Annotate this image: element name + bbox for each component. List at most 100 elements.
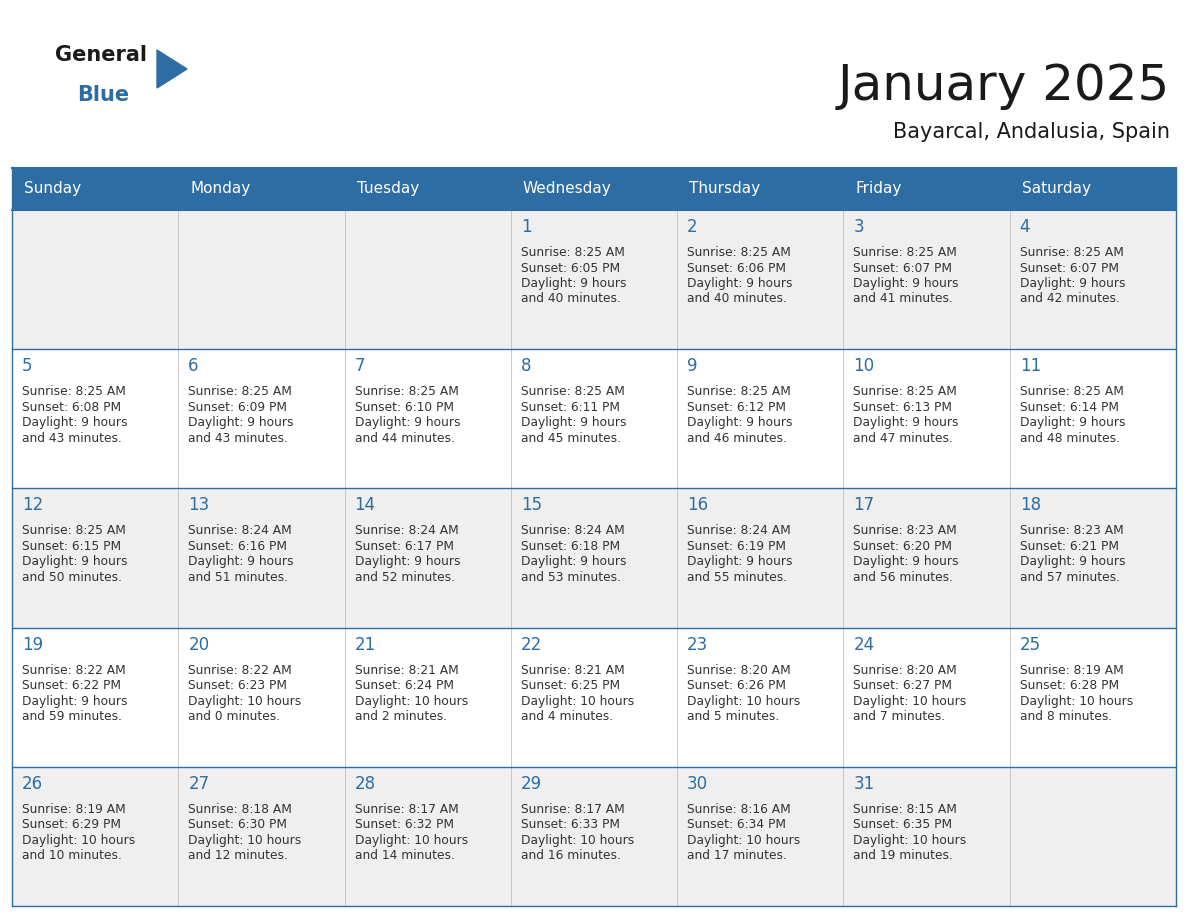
Text: Sunset: 6:08 PM: Sunset: 6:08 PM bbox=[23, 400, 121, 414]
Text: Sunset: 6:30 PM: Sunset: 6:30 PM bbox=[188, 818, 287, 832]
Text: Daylight: 9 hours: Daylight: 9 hours bbox=[687, 277, 792, 290]
Text: Blue: Blue bbox=[77, 85, 129, 105]
Text: Sunset: 6:33 PM: Sunset: 6:33 PM bbox=[520, 818, 620, 832]
Text: Sunset: 6:25 PM: Sunset: 6:25 PM bbox=[520, 679, 620, 692]
Text: Sunset: 6:24 PM: Sunset: 6:24 PM bbox=[354, 679, 454, 692]
Text: Sunrise: 8:25 AM: Sunrise: 8:25 AM bbox=[1019, 386, 1124, 398]
Text: Sunset: 6:23 PM: Sunset: 6:23 PM bbox=[188, 679, 287, 692]
Text: Sunrise: 8:25 AM: Sunrise: 8:25 AM bbox=[188, 386, 292, 398]
Text: Tuesday: Tuesday bbox=[356, 182, 419, 196]
Text: Daylight: 9 hours: Daylight: 9 hours bbox=[853, 555, 959, 568]
Text: Daylight: 10 hours: Daylight: 10 hours bbox=[520, 834, 634, 846]
Text: Sunrise: 8:24 AM: Sunrise: 8:24 AM bbox=[188, 524, 292, 537]
Text: and 7 minutes.: and 7 minutes. bbox=[853, 711, 946, 723]
Text: 5: 5 bbox=[23, 357, 32, 375]
Text: Daylight: 10 hours: Daylight: 10 hours bbox=[853, 834, 967, 846]
Text: Sunrise: 8:25 AM: Sunrise: 8:25 AM bbox=[1019, 246, 1124, 259]
Text: Daylight: 10 hours: Daylight: 10 hours bbox=[687, 834, 801, 846]
Text: Daylight: 9 hours: Daylight: 9 hours bbox=[520, 277, 626, 290]
Text: January 2025: January 2025 bbox=[838, 62, 1170, 110]
Bar bbox=[12, 210, 1176, 349]
Text: Sunset: 6:18 PM: Sunset: 6:18 PM bbox=[520, 540, 620, 553]
Text: and 4 minutes.: and 4 minutes. bbox=[520, 711, 613, 723]
Text: Sunset: 6:07 PM: Sunset: 6:07 PM bbox=[853, 262, 953, 274]
Bar bbox=[12, 628, 1176, 767]
Text: Daylight: 9 hours: Daylight: 9 hours bbox=[1019, 416, 1125, 430]
Text: Sunset: 6:29 PM: Sunset: 6:29 PM bbox=[23, 818, 121, 832]
Text: 1: 1 bbox=[520, 218, 531, 236]
Text: Sunset: 6:12 PM: Sunset: 6:12 PM bbox=[687, 400, 786, 414]
Text: Wednesday: Wednesday bbox=[523, 182, 612, 196]
Text: Sunset: 6:34 PM: Sunset: 6:34 PM bbox=[687, 818, 786, 832]
Text: and 59 minutes.: and 59 minutes. bbox=[23, 711, 122, 723]
Text: Monday: Monday bbox=[190, 182, 251, 196]
Text: Sunrise: 8:25 AM: Sunrise: 8:25 AM bbox=[520, 386, 625, 398]
Text: 4: 4 bbox=[1019, 218, 1030, 236]
Text: Sunrise: 8:22 AM: Sunrise: 8:22 AM bbox=[23, 664, 126, 677]
Text: and 47 minutes.: and 47 minutes. bbox=[853, 431, 953, 444]
Text: Sunrise: 8:23 AM: Sunrise: 8:23 AM bbox=[1019, 524, 1124, 537]
Bar bbox=[12, 349, 1176, 488]
Text: 29: 29 bbox=[520, 775, 542, 793]
Text: 10: 10 bbox=[853, 357, 874, 375]
Text: Sunrise: 8:19 AM: Sunrise: 8:19 AM bbox=[1019, 664, 1124, 677]
Text: Daylight: 9 hours: Daylight: 9 hours bbox=[1019, 277, 1125, 290]
Text: Daylight: 10 hours: Daylight: 10 hours bbox=[853, 695, 967, 708]
Text: Daylight: 9 hours: Daylight: 9 hours bbox=[853, 416, 959, 430]
Text: Sunrise: 8:25 AM: Sunrise: 8:25 AM bbox=[520, 246, 625, 259]
Text: Daylight: 10 hours: Daylight: 10 hours bbox=[1019, 695, 1133, 708]
Polygon shape bbox=[157, 50, 187, 88]
Text: 13: 13 bbox=[188, 497, 209, 514]
Text: Sunrise: 8:24 AM: Sunrise: 8:24 AM bbox=[520, 524, 625, 537]
Text: Daylight: 10 hours: Daylight: 10 hours bbox=[23, 834, 135, 846]
Text: and 52 minutes.: and 52 minutes. bbox=[354, 571, 455, 584]
Text: Sunset: 6:11 PM: Sunset: 6:11 PM bbox=[520, 400, 620, 414]
Text: Sunset: 6:21 PM: Sunset: 6:21 PM bbox=[1019, 540, 1119, 553]
Text: and 8 minutes.: and 8 minutes. bbox=[1019, 711, 1112, 723]
Text: 26: 26 bbox=[23, 775, 43, 793]
Text: 28: 28 bbox=[354, 775, 375, 793]
Text: Sunrise: 8:25 AM: Sunrise: 8:25 AM bbox=[687, 386, 791, 398]
Text: Thursday: Thursday bbox=[689, 182, 760, 196]
Text: Sunset: 6:07 PM: Sunset: 6:07 PM bbox=[1019, 262, 1119, 274]
Text: Sunday: Sunday bbox=[24, 182, 81, 196]
Text: 8: 8 bbox=[520, 357, 531, 375]
Text: and 46 minutes.: and 46 minutes. bbox=[687, 431, 786, 444]
Text: 31: 31 bbox=[853, 775, 874, 793]
Text: Sunset: 6:27 PM: Sunset: 6:27 PM bbox=[853, 679, 953, 692]
Text: Sunset: 6:17 PM: Sunset: 6:17 PM bbox=[354, 540, 454, 553]
Text: Sunset: 6:16 PM: Sunset: 6:16 PM bbox=[188, 540, 287, 553]
Text: Daylight: 10 hours: Daylight: 10 hours bbox=[687, 695, 801, 708]
Text: 17: 17 bbox=[853, 497, 874, 514]
Text: 22: 22 bbox=[520, 635, 542, 654]
Text: and 43 minutes.: and 43 minutes. bbox=[23, 431, 122, 444]
Text: and 50 minutes.: and 50 minutes. bbox=[23, 571, 122, 584]
Text: 16: 16 bbox=[687, 497, 708, 514]
Text: Sunrise: 8:20 AM: Sunrise: 8:20 AM bbox=[853, 664, 958, 677]
Text: and 12 minutes.: and 12 minutes. bbox=[188, 849, 289, 862]
Text: and 41 minutes.: and 41 minutes. bbox=[853, 293, 953, 306]
Text: Sunrise: 8:25 AM: Sunrise: 8:25 AM bbox=[687, 246, 791, 259]
Text: Daylight: 9 hours: Daylight: 9 hours bbox=[520, 416, 626, 430]
Text: and 19 minutes.: and 19 minutes. bbox=[853, 849, 953, 862]
Bar bbox=[12, 168, 1176, 210]
Text: Daylight: 9 hours: Daylight: 9 hours bbox=[23, 416, 127, 430]
Text: Sunset: 6:35 PM: Sunset: 6:35 PM bbox=[853, 818, 953, 832]
Text: and 56 minutes.: and 56 minutes. bbox=[853, 571, 954, 584]
Text: Sunrise: 8:16 AM: Sunrise: 8:16 AM bbox=[687, 803, 791, 816]
Text: Daylight: 9 hours: Daylight: 9 hours bbox=[520, 555, 626, 568]
Text: and 5 minutes.: and 5 minutes. bbox=[687, 711, 779, 723]
Text: 21: 21 bbox=[354, 635, 375, 654]
Bar bbox=[12, 767, 1176, 906]
Text: Sunset: 6:20 PM: Sunset: 6:20 PM bbox=[853, 540, 953, 553]
Text: and 48 minutes.: and 48 minutes. bbox=[1019, 431, 1120, 444]
Text: Sunset: 6:05 PM: Sunset: 6:05 PM bbox=[520, 262, 620, 274]
Text: and 10 minutes.: and 10 minutes. bbox=[23, 849, 122, 862]
Text: 12: 12 bbox=[23, 497, 43, 514]
Text: Friday: Friday bbox=[855, 182, 902, 196]
Text: 11: 11 bbox=[1019, 357, 1041, 375]
Text: Sunrise: 8:17 AM: Sunrise: 8:17 AM bbox=[354, 803, 459, 816]
Text: 24: 24 bbox=[853, 635, 874, 654]
Text: and 44 minutes.: and 44 minutes. bbox=[354, 431, 455, 444]
Text: Sunrise: 8:20 AM: Sunrise: 8:20 AM bbox=[687, 664, 791, 677]
